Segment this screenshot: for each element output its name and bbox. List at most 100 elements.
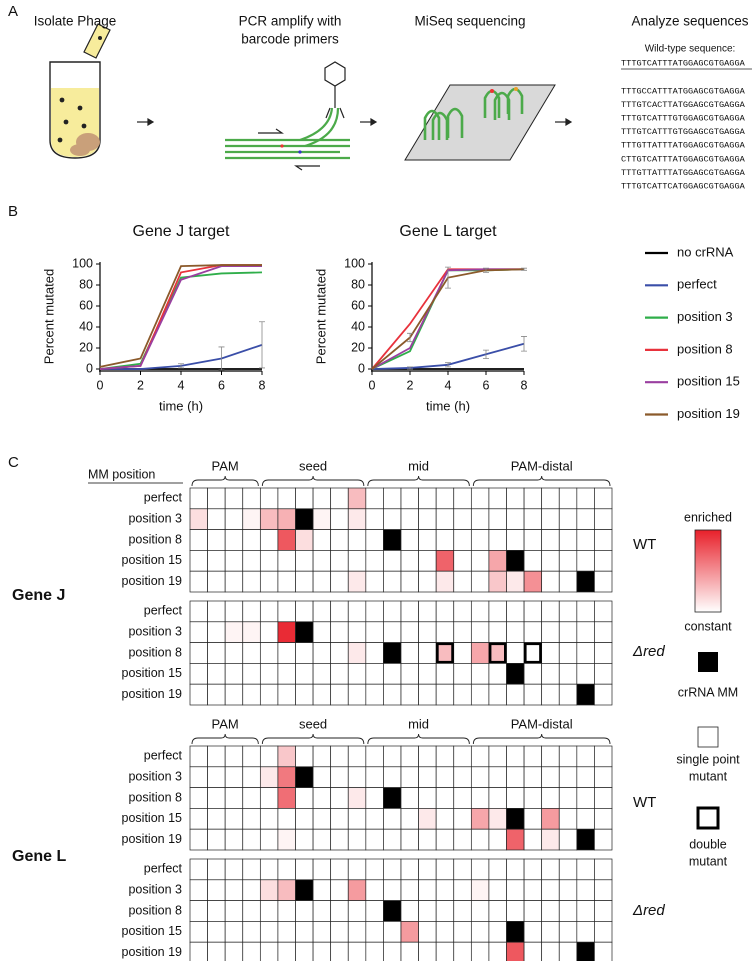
empty-cell xyxy=(365,808,384,830)
empty-cell xyxy=(435,879,455,901)
empty-cell xyxy=(576,663,595,685)
empty-cell xyxy=(576,487,595,510)
empty-cell xyxy=(347,663,367,685)
empty-cell xyxy=(347,828,367,851)
empty-cell xyxy=(312,900,332,922)
read-sequence: TTTGTCATTTGTGGAGCGTGAGGA xyxy=(621,127,746,137)
empty-cell xyxy=(347,529,367,551)
group-label: WT xyxy=(633,536,656,553)
empty-cell xyxy=(453,663,472,685)
group-label: Δred xyxy=(632,643,665,660)
heat-cell xyxy=(312,508,332,530)
empty-cell xyxy=(365,570,384,593)
legend-label: perfect xyxy=(677,277,717,292)
x-tick-label: 0 xyxy=(369,378,376,392)
heat-cell xyxy=(470,808,490,830)
empty-cell xyxy=(453,550,472,572)
empty-cell xyxy=(488,921,507,943)
empty-cell xyxy=(576,787,595,809)
empty-cell xyxy=(189,600,208,623)
empty-cell xyxy=(435,600,455,623)
empty-cell xyxy=(488,663,507,685)
empty-cell xyxy=(207,621,226,643)
empty-cell xyxy=(347,900,367,922)
empty-cell xyxy=(383,621,402,643)
gene-label: Gene L xyxy=(12,848,66,865)
empty-cell xyxy=(594,683,613,706)
empty-cell xyxy=(435,529,455,551)
empty-cell xyxy=(523,508,543,530)
chart-title: Gene J target xyxy=(133,223,231,240)
empty-cell xyxy=(541,745,560,768)
empty-cell xyxy=(312,600,332,623)
empty-cell xyxy=(330,745,349,768)
empty-cell xyxy=(330,941,349,961)
empty-cell xyxy=(453,745,472,768)
heat-cell xyxy=(277,766,296,788)
empty-cell xyxy=(470,529,490,551)
mm-cell xyxy=(506,921,525,943)
empty-cell xyxy=(330,683,349,706)
empty-cell xyxy=(541,921,560,943)
region-label: PAM xyxy=(212,458,239,473)
empty-cell xyxy=(224,941,244,961)
empty-cell xyxy=(453,858,472,881)
empty-cell xyxy=(365,879,384,901)
double-mutant-box xyxy=(488,642,507,664)
empty-cell xyxy=(330,921,349,943)
empty-cell xyxy=(259,642,279,664)
heat-cell xyxy=(224,621,244,643)
empty-cell xyxy=(383,921,402,943)
empty-cell xyxy=(347,621,367,643)
empty-cell xyxy=(224,766,244,788)
heat-cell xyxy=(435,642,455,664)
empty-cell xyxy=(470,858,490,881)
empty-cell xyxy=(383,941,402,961)
empty-cell xyxy=(470,683,490,706)
empty-cell xyxy=(224,570,244,593)
empty-cell xyxy=(435,663,455,685)
error-bar xyxy=(259,321,265,369)
empty-cell xyxy=(594,745,613,768)
y-tick-label: 40 xyxy=(351,319,365,333)
empty-cell xyxy=(400,550,419,572)
empty-cell xyxy=(594,570,613,593)
read-sequence: TTTGTCATTTGTGGAGCGTGAGGA xyxy=(621,113,746,123)
y-tick-label: 100 xyxy=(344,256,365,270)
empty-cell xyxy=(259,487,279,510)
empty-cell xyxy=(224,663,244,685)
legend-label: crRNA MM xyxy=(678,685,738,699)
empty-cell xyxy=(365,766,384,788)
x-tick-label: 4 xyxy=(178,378,185,392)
empty-cell xyxy=(242,550,261,572)
empty-cell xyxy=(558,550,578,572)
empty-cell xyxy=(418,487,437,510)
empty-cell xyxy=(242,663,261,685)
empty-cell xyxy=(383,663,402,685)
empty-cell xyxy=(453,900,472,922)
row-label: position 19 xyxy=(122,945,183,959)
empty-cell xyxy=(418,921,437,943)
heat-cell xyxy=(506,828,525,851)
error-bar xyxy=(445,362,451,368)
empty-cell xyxy=(418,663,437,685)
empty-cell xyxy=(400,663,419,685)
empty-cell xyxy=(189,787,208,809)
heat-cell xyxy=(488,550,507,572)
empty-cell xyxy=(435,787,455,809)
empty-cell xyxy=(558,529,578,551)
empty-cell xyxy=(558,858,578,881)
empty-cell xyxy=(576,921,595,943)
heat-cell xyxy=(435,550,455,572)
pcr-illustration xyxy=(225,61,350,171)
empty-cell xyxy=(558,900,578,922)
empty-cell xyxy=(488,683,507,706)
error-bar xyxy=(521,267,527,271)
empty-cell xyxy=(207,941,226,961)
empty-cell xyxy=(224,921,244,943)
empty-cell xyxy=(400,487,419,510)
y-tick-label: 20 xyxy=(351,340,365,354)
empty-cell xyxy=(523,529,543,551)
legend-label: enriched xyxy=(684,510,732,524)
empty-cell xyxy=(312,570,332,593)
